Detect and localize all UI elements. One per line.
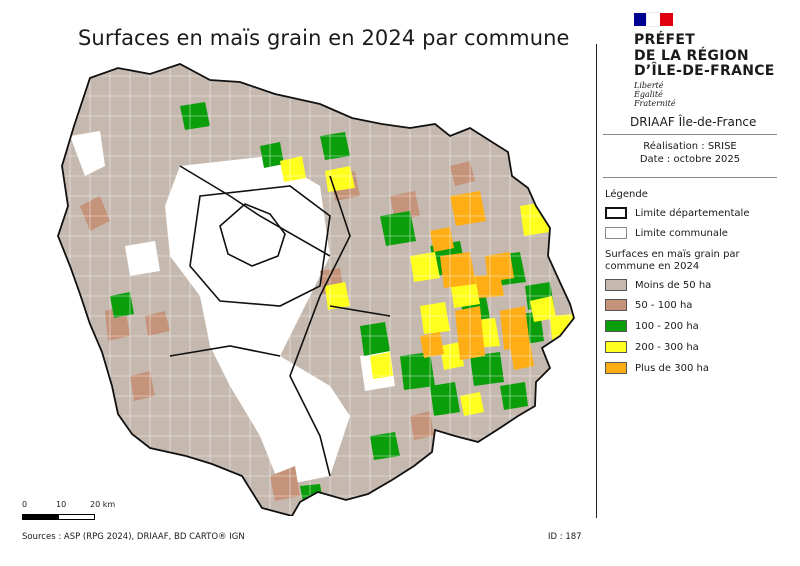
legend-item-class-4: Plus de 300 ha	[605, 361, 709, 375]
legend-swatch-commune	[605, 227, 627, 239]
legend-label-dept: Limite départementale	[635, 207, 750, 219]
commune-polygons	[58, 64, 574, 516]
motto-egalite: Égalité	[634, 90, 663, 99]
prefet-line-3: D’ÎLE-DE-FRANCE	[634, 63, 775, 79]
legend-swatch-class-3	[605, 341, 627, 353]
legend-item-class-0: Moins de 50 ha	[605, 278, 711, 292]
region-outline	[57, 63, 575, 516]
prefet-line-2: DE LA RÉGION	[634, 47, 749, 64]
republic-motto: Liberté Égalité Fraternité	[634, 81, 676, 108]
legend-label-class-2: 100 - 200 ha	[635, 320, 699, 332]
ile-de-france-commune-map	[57, 63, 575, 516]
legend-item-dept-limit: Limite départementale	[605, 206, 750, 220]
commune-boundaries	[58, 64, 574, 516]
realisation-text: Réalisation : SRISE	[643, 141, 737, 152]
department-boundaries	[169, 165, 391, 477]
scale-segment-black	[22, 514, 59, 520]
legend-item-class-3: 200 - 300 ha	[605, 340, 699, 354]
legend-swatch-class-1	[605, 299, 627, 311]
prefet-line-1: PRÉFET	[634, 32, 696, 48]
legend-label-class-0: Moins de 50 ha	[635, 279, 712, 291]
scale-bar: 0 10 20 km	[22, 500, 132, 526]
divider-1	[603, 134, 777, 135]
legend-item-commune-limit: Limite communale	[605, 226, 728, 240]
legend-label-class-1: 50 - 100 ha	[635, 299, 693, 311]
legend-classes-title: Surfaces en maïs grain par commune en 20…	[605, 249, 740, 272]
credits-block: Réalisation : SRISE Date : octobre 2025	[600, 140, 780, 166]
legend-swatch-class-0	[605, 279, 627, 291]
scale-label-20: 20 km	[90, 500, 116, 509]
date-text: Date : octobre 2025	[639, 154, 741, 165]
service-name: DRIAAF Île-de-France	[630, 115, 757, 129]
motto-fraternite: Fraternité	[634, 99, 676, 108]
map-title: Surfaces en maïs grain en 2024 par commu…	[78, 26, 570, 50]
map-id: ID : 187	[548, 532, 582, 542]
legend-label-commune: Limite communale	[635, 227, 728, 239]
prefet-block: PRÉFET DE LA RÉGION D’ÎLE-DE-FRANCE	[634, 32, 775, 80]
divider-2	[603, 177, 777, 178]
sidebar-divider	[596, 44, 597, 518]
legend-item-class-2: 100 - 200 ha	[605, 319, 699, 333]
legend-swatch-dept	[605, 207, 627, 219]
legend-swatch-class-4	[605, 362, 627, 374]
legend-label-class-4: Plus de 300 ha	[635, 362, 709, 374]
legend-item-class-1: 50 - 100 ha	[605, 298, 692, 312]
scale-label-10: 10	[56, 500, 67, 509]
legend-title: Légende	[605, 189, 648, 200]
scale-segment-white	[58, 514, 95, 520]
legend-label-class-3: 200 - 300 ha	[635, 341, 699, 353]
legend-swatch-class-2	[605, 320, 627, 332]
scale-label-0: 0	[22, 500, 28, 509]
republic-flag-logo	[634, 12, 673, 27]
motto-liberte: Liberté	[634, 81, 664, 90]
sources-text: Sources : ASP (RPG 2024), DRIAAF, BD CAR…	[22, 532, 245, 542]
